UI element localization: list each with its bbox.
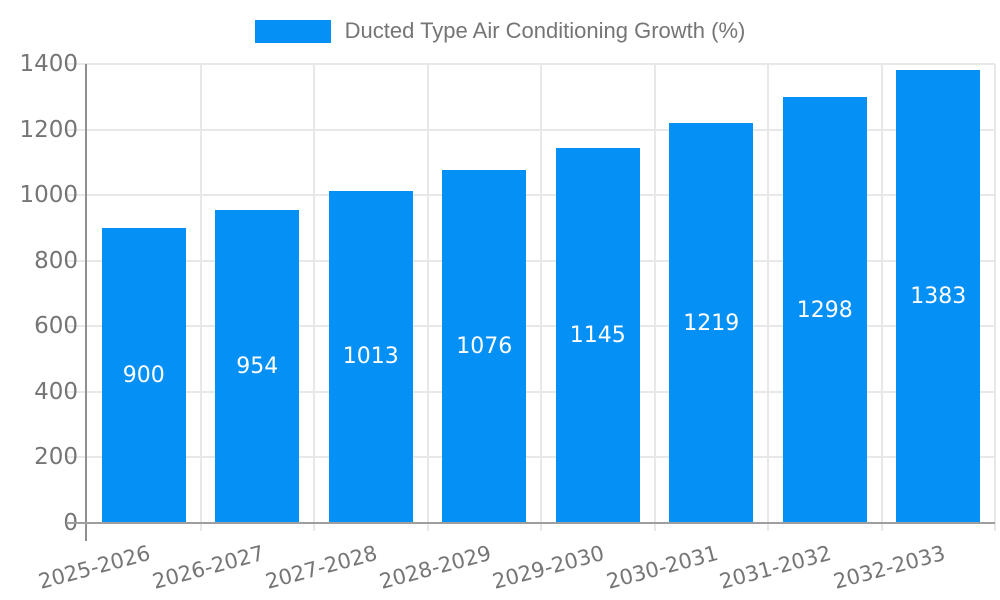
bar[interactable]: 1298 xyxy=(782,97,867,523)
gridline-v xyxy=(199,64,202,531)
bar[interactable]: 1145 xyxy=(555,147,640,523)
y-axis-label: 1400 xyxy=(19,51,78,77)
gridline-h xyxy=(66,194,995,197)
gridline-v xyxy=(767,64,769,531)
bar-value-label: 900 xyxy=(122,362,165,388)
bar[interactable]: 954 xyxy=(215,210,300,523)
bar-value-label: 1076 xyxy=(456,334,513,360)
gridline-v xyxy=(653,64,656,531)
legend-swatch xyxy=(254,19,331,43)
gridline-h xyxy=(66,390,995,393)
x-axis-line xyxy=(66,522,995,524)
y-axis-label: 1000 xyxy=(19,182,78,209)
y-axis-label: 200 xyxy=(34,444,78,471)
bar[interactable]: 1013 xyxy=(328,190,413,523)
bar[interactable]: 1076 xyxy=(442,170,527,523)
x-axis-label: 2030-2031 xyxy=(603,541,721,594)
bar[interactable]: 1219 xyxy=(669,123,754,523)
bar[interactable]: 1383 xyxy=(896,69,981,523)
x-axis-label: 2025-2026 xyxy=(36,541,153,594)
gridline-v xyxy=(994,64,996,531)
legend[interactable]: Ducted Type Air Conditioning Growth (%) xyxy=(0,18,1000,44)
gridline-v xyxy=(313,64,315,531)
y-axis-label: 1200 xyxy=(19,116,78,143)
x-axis-label: 2032-2033 xyxy=(830,541,948,594)
gridline-h xyxy=(66,63,995,65)
gridline-h xyxy=(66,259,995,262)
gridline-v xyxy=(540,64,542,531)
gridline-v xyxy=(426,64,429,531)
y-axis-label: 400 xyxy=(34,378,78,405)
bar-value-label: 1145 xyxy=(569,322,626,348)
bar-value-label: 1013 xyxy=(342,344,399,370)
x-axis-label: 2029-2030 xyxy=(490,541,607,594)
x-axis-label: 2026-2027 xyxy=(149,541,267,594)
bar-value-label: 954 xyxy=(236,354,279,380)
bar-value-label: 1219 xyxy=(683,310,740,336)
legend-label: Ducted Type Air Conditioning Growth (%) xyxy=(344,18,746,43)
bar[interactable]: 900 xyxy=(101,227,186,523)
x-axis-label: 2031-2032 xyxy=(717,541,834,594)
gridline-h xyxy=(66,456,995,459)
x-axis-label: 2028-2029 xyxy=(376,541,494,594)
x-axis-label: 2027-2028 xyxy=(263,541,380,594)
gridline-h xyxy=(66,128,995,131)
bar-value-label: 1383 xyxy=(910,283,967,309)
bar-value-label: 1298 xyxy=(796,297,853,323)
y-axis-label: 600 xyxy=(34,313,78,340)
y-axis-label: 800 xyxy=(34,247,78,274)
y-axis-line xyxy=(85,64,87,541)
gridline-v xyxy=(880,64,883,531)
gridline-h xyxy=(66,325,995,328)
